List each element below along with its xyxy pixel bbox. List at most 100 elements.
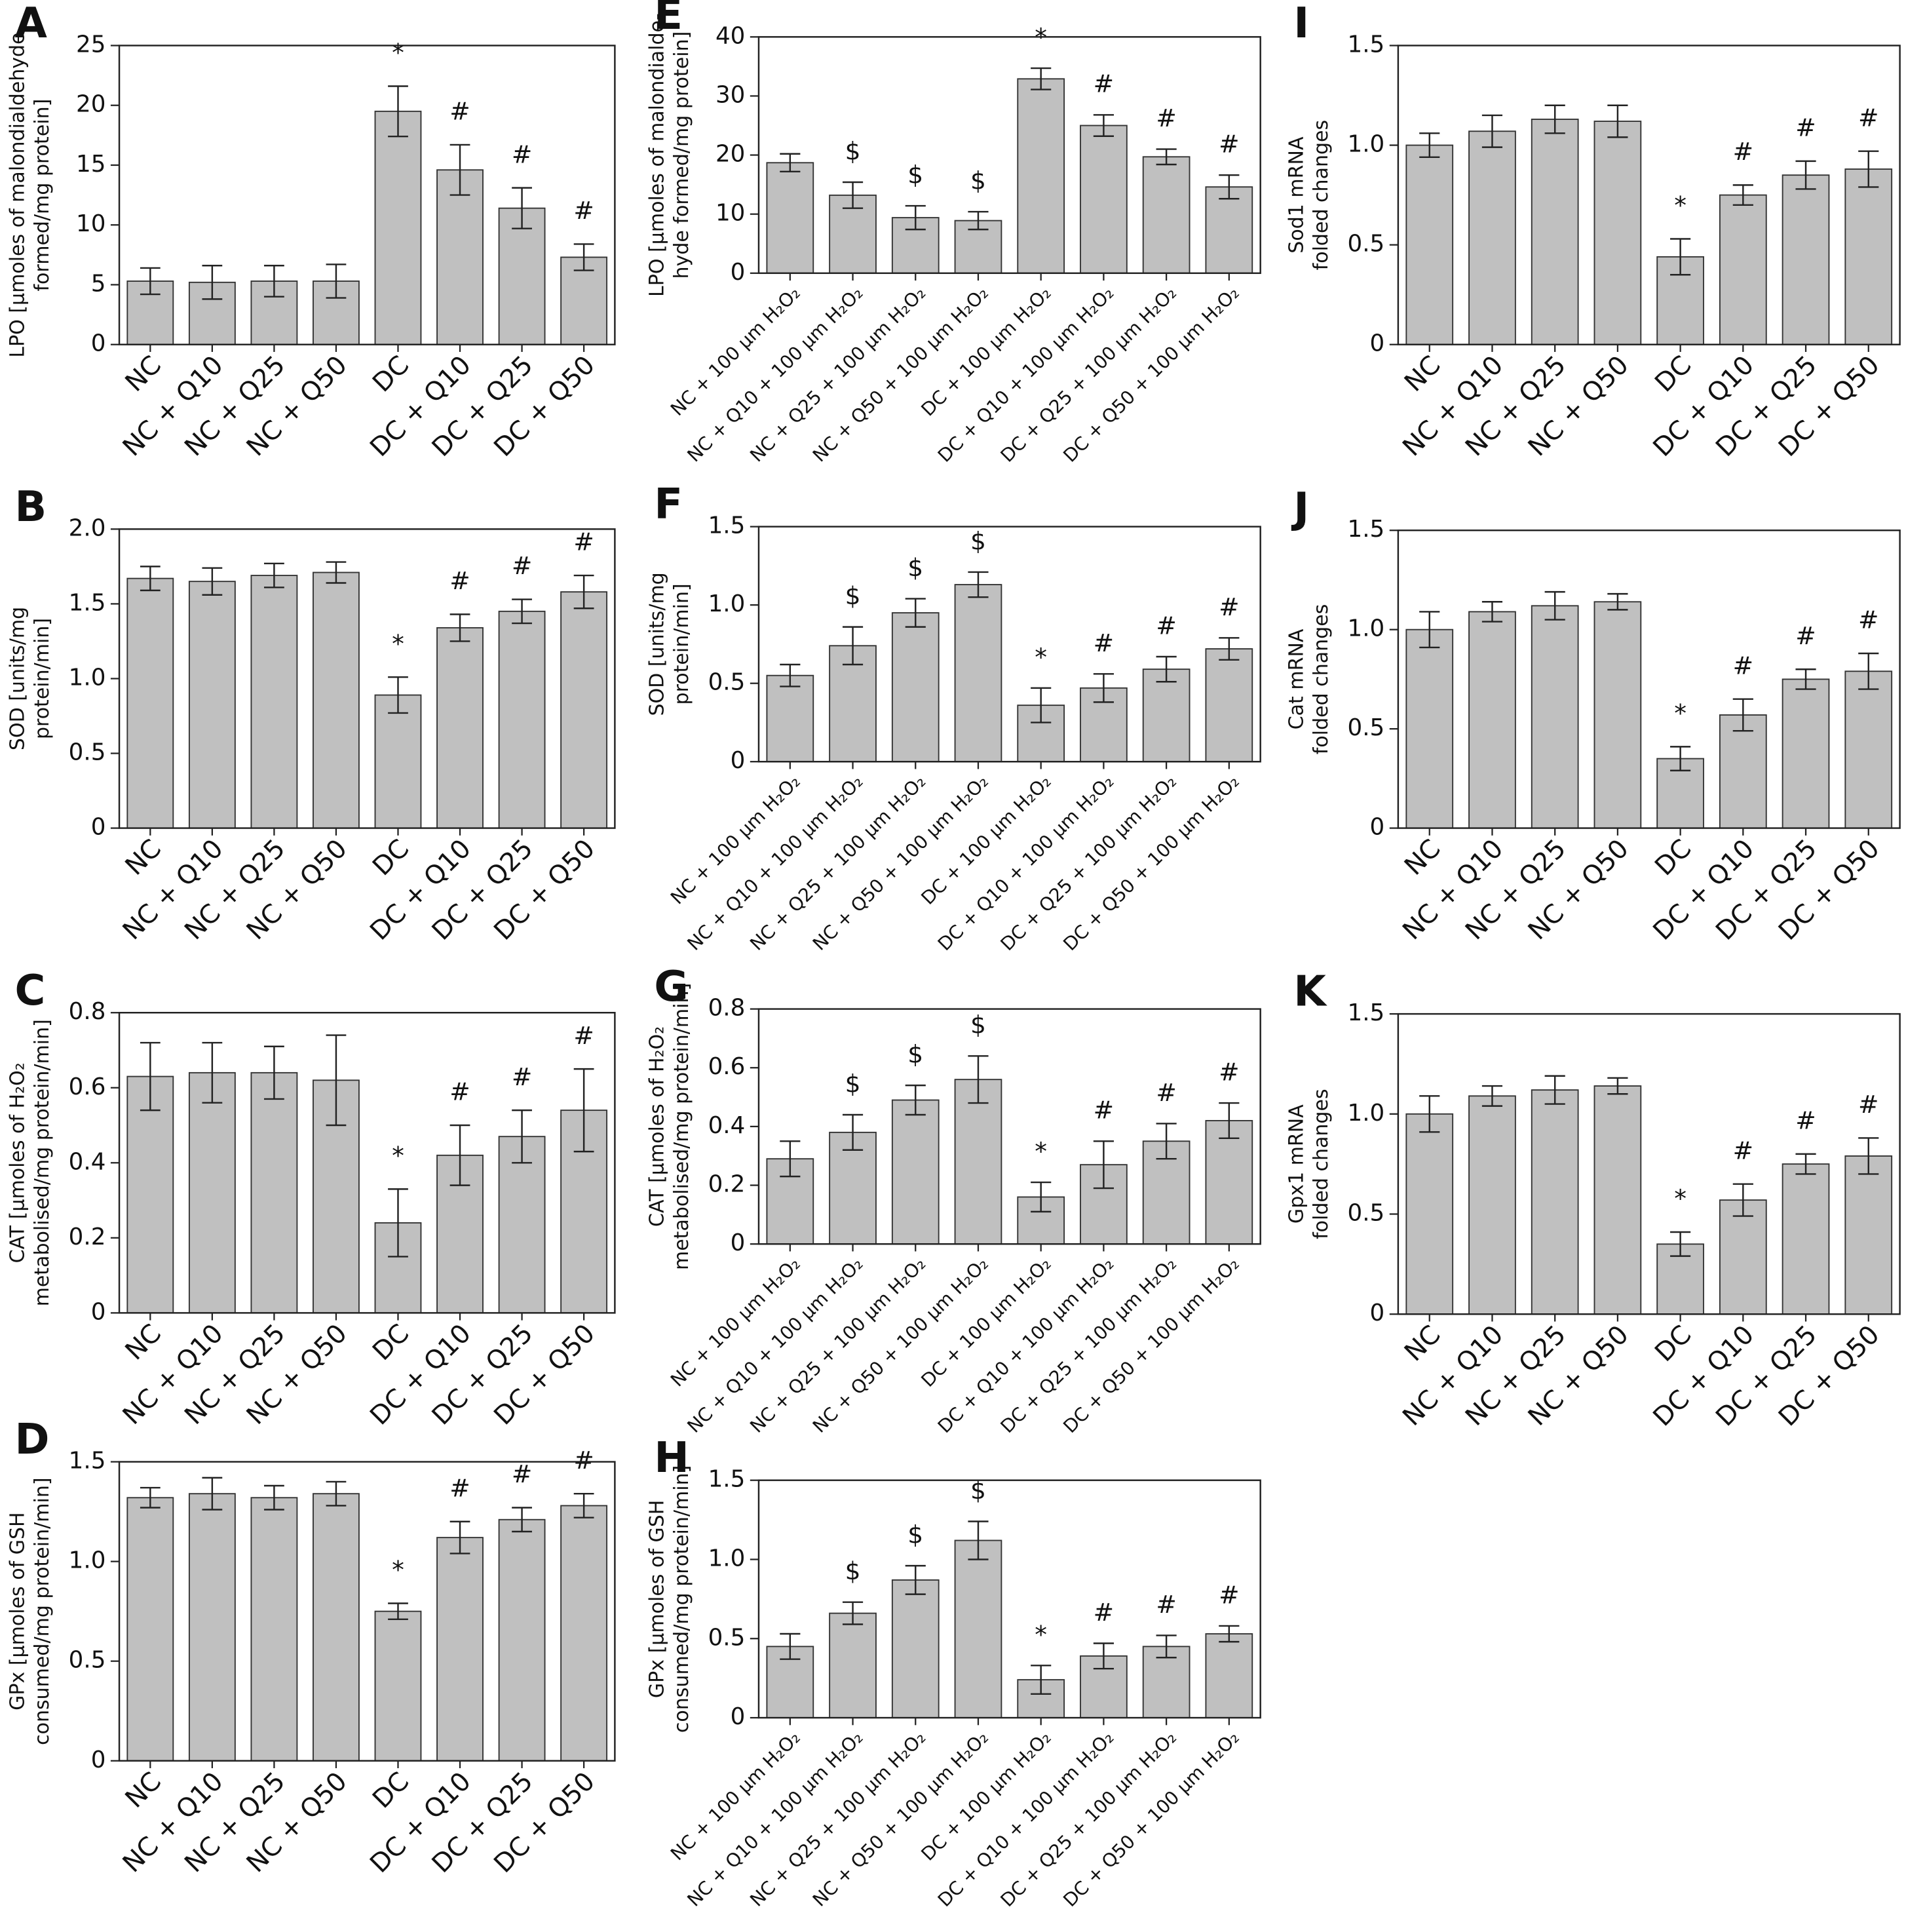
plot-frame <box>118 528 616 829</box>
error-bar <box>905 1564 926 1595</box>
panel-letter: K <box>1293 968 1327 1016</box>
bar <box>1844 670 1893 829</box>
bar <box>1593 1085 1642 1315</box>
y-tick-label: 0.5 <box>1348 714 1385 741</box>
significance-marker: $ <box>970 1011 986 1039</box>
bar <box>1782 678 1830 829</box>
error-bar <box>1858 1137 1879 1175</box>
significance-marker: * <box>1035 1137 1047 1166</box>
bar <box>1468 130 1516 345</box>
error-bar <box>968 1055 989 1104</box>
error-bar <box>202 1041 223 1104</box>
error-bar <box>1858 150 1879 188</box>
significance-marker: # <box>1219 592 1239 621</box>
error-bar <box>1732 698 1753 732</box>
significance-marker: * <box>1035 1620 1047 1649</box>
y-axis-label: protein/min] <box>31 618 54 739</box>
bar <box>1205 1633 1253 1718</box>
y-tick-label: 0 <box>1370 814 1385 841</box>
error-bar <box>1732 184 1753 206</box>
y-axis-label: folded changes <box>1310 1089 1333 1239</box>
error-bar <box>1795 1153 1816 1175</box>
error-bar <box>573 1068 594 1153</box>
plot-frame <box>118 1461 616 1762</box>
plot-frame <box>118 45 616 345</box>
significance-marker: $ <box>970 166 986 195</box>
error-bar <box>1481 114 1503 148</box>
error-bar <box>512 1109 532 1164</box>
bar <box>1844 1155 1893 1315</box>
significance-marker: # <box>573 196 594 225</box>
bar <box>1593 121 1642 345</box>
error-bar <box>1156 1123 1177 1160</box>
y-tick-label: 0.2 <box>708 1171 746 1198</box>
significance-marker: # <box>1733 651 1753 680</box>
error-bar <box>1419 611 1440 649</box>
error-bar <box>140 267 161 296</box>
bar <box>374 110 422 345</box>
y-tick-label: 30 <box>715 81 745 108</box>
y-tick-label: 10 <box>76 210 105 237</box>
y-tick-label: 0.5 <box>708 1624 746 1651</box>
y-tick-label: 5 <box>91 270 106 297</box>
y-tick-label: 0.5 <box>708 669 746 696</box>
y-tick-label: 0 <box>731 1703 746 1730</box>
significance-marker: # <box>1219 130 1239 159</box>
y-tick-label: 1.5 <box>69 1448 106 1475</box>
bar <box>498 1136 546 1314</box>
bar <box>250 1497 298 1762</box>
error-bar <box>140 1041 161 1111</box>
bar <box>829 1612 877 1718</box>
error-bar <box>1156 148 1177 166</box>
bar <box>436 169 484 345</box>
significance-marker: # <box>512 1459 532 1488</box>
y-tick-label: 0.4 <box>708 1112 746 1139</box>
error-bar <box>1419 132 1440 159</box>
bar <box>1782 1163 1830 1315</box>
error-bar <box>1481 601 1503 623</box>
y-axis-label: consumed/mg protein/min] <box>670 1465 693 1733</box>
error-bar <box>512 598 532 625</box>
y-axis-label: metabolised/mg protein/min] <box>670 983 693 1270</box>
bar <box>1531 119 1579 345</box>
panel-letter: H <box>654 1434 689 1482</box>
error-bar <box>1031 67 1052 90</box>
y-axis-label: CAT [μmoles of H₂O₂ <box>646 1026 669 1227</box>
panel-letter: E <box>654 0 683 39</box>
y-axis-label: SOD [units/mg <box>646 572 669 716</box>
significance-marker: $ <box>907 1520 923 1549</box>
y-tick-label: 0 <box>91 1747 106 1773</box>
significance-marker: * <box>1035 642 1047 671</box>
bar <box>1205 186 1253 274</box>
error-bar <box>905 598 926 628</box>
error-bar <box>842 181 864 209</box>
bar <box>891 612 940 763</box>
bar <box>498 207 546 345</box>
bar <box>1468 1095 1516 1315</box>
error-bar <box>264 562 284 589</box>
bar <box>126 1075 174 1314</box>
bar <box>829 1131 877 1245</box>
significance-marker: # <box>1094 1598 1114 1627</box>
panel-letter: J <box>1291 484 1309 533</box>
error-bar <box>449 613 470 642</box>
bar <box>188 581 236 829</box>
panel-letter: I <box>1293 0 1309 48</box>
error-bar <box>1544 590 1565 621</box>
bar <box>250 1072 298 1314</box>
y-axis-label: folded changes <box>1310 604 1333 755</box>
significance-marker: # <box>449 566 470 595</box>
plot-frame <box>757 36 1261 275</box>
significance-marker: # <box>573 1021 594 1050</box>
y-tick-label: 0.5 <box>69 739 106 766</box>
error-bar <box>1093 673 1114 703</box>
y-tick-label: 0 <box>1370 330 1385 357</box>
bar <box>1142 156 1191 274</box>
error-bar <box>1858 652 1879 690</box>
error-bar <box>1607 104 1628 138</box>
error-bar <box>449 144 470 196</box>
error-bar <box>1219 174 1240 200</box>
y-tick-label: 0 <box>91 814 106 841</box>
error-bar <box>1093 1140 1114 1189</box>
bar <box>766 162 814 274</box>
